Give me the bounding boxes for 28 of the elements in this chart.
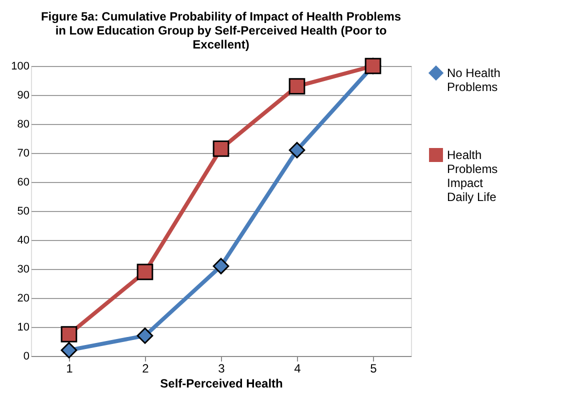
point bbox=[212, 258, 230, 274]
x-tick-label: 3 bbox=[218, 362, 226, 376]
y-tick-label: 30 bbox=[17, 264, 30, 276]
y-tick-label: 100 bbox=[11, 60, 30, 72]
x-tick-label: 1 bbox=[66, 362, 74, 376]
y-tick-label: 70 bbox=[17, 148, 30, 160]
point bbox=[136, 264, 154, 280]
point bbox=[60, 342, 78, 358]
y-tick-label: 20 bbox=[17, 292, 30, 304]
point bbox=[288, 142, 306, 158]
point bbox=[136, 328, 154, 344]
point bbox=[60, 326, 78, 342]
legend-label: No Health Problems bbox=[447, 66, 500, 94]
y-tick-label: 90 bbox=[17, 90, 30, 102]
y-tick-label: 80 bbox=[17, 118, 30, 130]
y-tick-label: 10 bbox=[17, 322, 30, 334]
x-tick-label: 5 bbox=[370, 362, 378, 376]
point bbox=[212, 140, 230, 157]
point bbox=[288, 78, 306, 94]
y-tick-label: 40 bbox=[17, 234, 30, 246]
chart-title: Figure 5a: Cumulative Probability of Impact of Health Problems in Low Education Group by Self-Perceived Health (Poor to Excellent) bbox=[40, 10, 402, 52]
x-tick-label: 4 bbox=[294, 362, 302, 376]
x-tick-label: 2 bbox=[142, 362, 150, 376]
y-tick-label: 60 bbox=[17, 176, 30, 188]
legend-label: Health Problems Impact Daily Life bbox=[447, 148, 498, 204]
x-axis-title: Self-Perceived Health bbox=[160, 376, 283, 390]
y-tick-label: 50 bbox=[17, 206, 30, 218]
y-tick-label: 0 bbox=[23, 350, 30, 362]
